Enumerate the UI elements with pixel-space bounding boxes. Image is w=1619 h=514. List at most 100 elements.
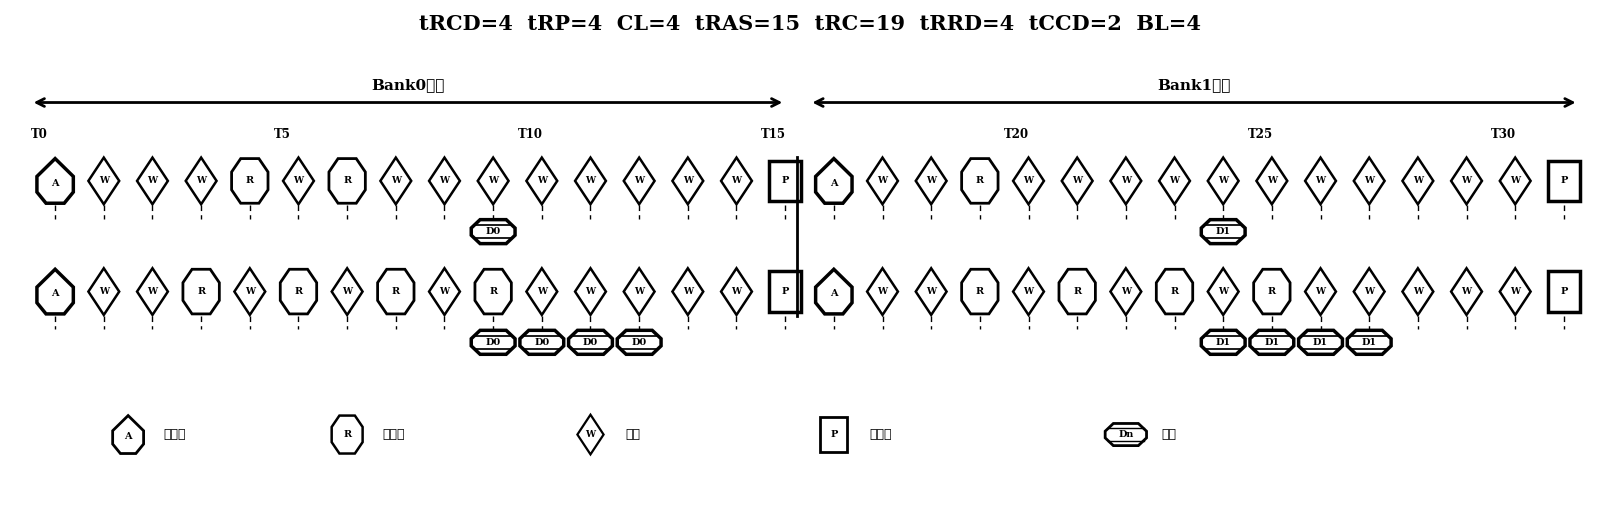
Text: W: W [683,287,693,296]
Text: W: W [1217,287,1229,296]
Polygon shape [232,159,269,203]
Text: W: W [732,287,742,296]
Polygon shape [183,269,219,314]
Text: D0: D0 [583,338,597,347]
Text: W: W [635,287,644,296]
Polygon shape [235,268,266,315]
Text: Dn: Dn [1119,430,1133,439]
Polygon shape [962,159,997,203]
Text: W: W [926,287,936,296]
Text: R: R [976,176,984,186]
Polygon shape [1353,158,1384,204]
Text: W: W [1365,176,1375,186]
Text: A: A [125,432,131,441]
Polygon shape [429,268,460,315]
Text: W: W [487,176,499,186]
Text: T15: T15 [761,128,785,141]
Text: A: A [52,289,58,298]
Text: W: W [538,287,547,296]
Polygon shape [1013,158,1044,204]
Polygon shape [1062,158,1093,204]
Polygon shape [1111,158,1141,204]
Text: D1: D1 [1362,338,1376,347]
Text: T0: T0 [31,128,47,141]
Polygon shape [280,269,317,314]
Polygon shape [916,268,947,315]
Polygon shape [1499,268,1530,315]
Text: R: R [295,287,303,296]
Text: R: R [1073,287,1081,296]
Polygon shape [89,158,120,204]
Polygon shape [1451,158,1481,204]
Text: R: R [246,176,254,186]
Polygon shape [113,416,144,453]
Text: T10: T10 [518,128,542,141]
Polygon shape [623,268,654,315]
Text: W: W [1023,176,1033,186]
Text: W: W [147,287,157,296]
Polygon shape [1201,331,1245,354]
Polygon shape [429,158,460,204]
Text: W: W [439,287,450,296]
Polygon shape [1402,268,1433,315]
Polygon shape [1253,269,1290,314]
FancyBboxPatch shape [769,160,801,201]
Text: A: A [52,179,58,188]
Text: W: W [1072,176,1081,186]
Text: W: W [1316,287,1326,296]
Polygon shape [672,268,703,315]
Text: W: W [1316,176,1326,186]
Text: W: W [683,176,693,186]
Text: D1: D1 [1264,338,1279,347]
Polygon shape [575,158,606,204]
Polygon shape [868,158,899,204]
Text: W: W [1023,287,1033,296]
Polygon shape [526,158,557,204]
Polygon shape [1347,331,1391,354]
Text: Bank0访问: Bank0访问 [371,78,445,93]
Text: D1: D1 [1216,338,1230,347]
Polygon shape [1499,158,1530,204]
Text: R: R [198,287,206,296]
Polygon shape [478,158,508,204]
Polygon shape [1208,268,1239,315]
Text: W: W [293,176,303,186]
Polygon shape [1250,331,1294,354]
Polygon shape [916,158,947,204]
Text: tRCD=4  tRP=4  CL=4  tRAS=15  tRC=19  tRRD=4  tCCD=2  BL=4: tRCD=4 tRP=4 CL=4 tRAS=15 tRC=19 tRRD=4 … [418,14,1201,34]
Polygon shape [377,269,414,314]
FancyBboxPatch shape [821,417,847,452]
Text: T20: T20 [1004,128,1030,141]
Polygon shape [575,268,606,315]
Polygon shape [578,415,604,454]
Text: R: R [1171,287,1179,296]
Text: W: W [586,287,596,296]
Polygon shape [568,331,612,354]
Polygon shape [816,269,852,314]
Polygon shape [471,219,515,244]
Text: W: W [586,430,596,439]
Text: P: P [782,176,788,186]
Text: W: W [1266,176,1277,186]
Text: D0: D0 [631,338,646,347]
Text: D1: D1 [1216,227,1230,236]
Polygon shape [332,268,363,315]
Text: W: W [926,176,936,186]
Polygon shape [623,158,654,204]
Polygon shape [617,331,661,354]
Text: W: W [244,287,254,296]
Text: Bank1访问: Bank1访问 [1158,78,1230,93]
Text: D1: D1 [1313,338,1328,347]
Text: W: W [1217,176,1229,186]
Polygon shape [1298,331,1342,354]
Text: W: W [99,176,108,186]
Text: D0: D0 [486,338,500,347]
Text: P: P [1561,287,1567,296]
Polygon shape [1256,158,1287,204]
Text: W: W [1462,176,1472,186]
Text: R: R [392,287,400,296]
Text: R: R [976,287,984,296]
Polygon shape [1305,268,1336,315]
Text: T30: T30 [1491,128,1515,141]
Text: P: P [782,287,788,296]
